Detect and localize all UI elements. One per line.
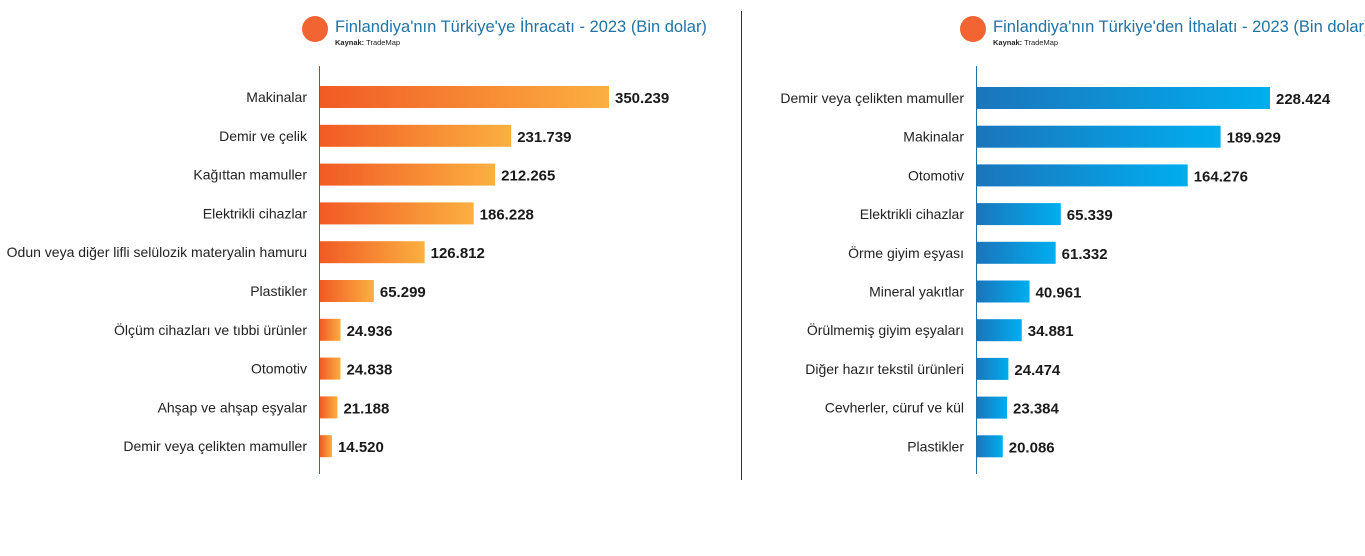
import-bar: [977, 280, 1030, 303]
import-bar: [977, 241, 1056, 264]
export-category-label: Elektrikli cihazlar: [203, 205, 308, 221]
import-category-label: Mineral yakıtlar: [869, 284, 964, 300]
import-value-label: 164.276: [1194, 168, 1248, 185]
export-value-label: 212.265: [501, 168, 555, 185]
import-source-label: Kaynak:: [993, 38, 1023, 47]
import-value-label: 24.474: [1014, 362, 1061, 379]
export-category-label: Demir ve çelik: [219, 128, 308, 144]
export-bar: [320, 124, 512, 147]
import-value-label: 40.961: [1036, 285, 1082, 302]
import-category-label: Örme giyim eşyası: [848, 244, 964, 261]
export-source-value: TradeMap: [366, 38, 401, 47]
export-value-label: 65.299: [380, 284, 426, 301]
export-chart-header: Finlandiya'nın Türkiye'ye İhracatı - 202…: [302, 14, 707, 42]
export-value-label: 24.838: [346, 362, 392, 379]
export-bar-chart: Makinalar 350.239 Demir ve çelik 231.739 Kağ…: [7, 66, 669, 474]
export-value-label: 126.812: [431, 245, 485, 262]
import-bar: [977, 125, 1221, 148]
export-category-label: Plastikler: [250, 283, 307, 299]
import-category-label: Diğer hazır tekstil ürünleri: [805, 361, 964, 377]
import-chart-header: Finlandiya'nın Türkiye'den İthalatı - 20…: [960, 14, 1365, 42]
export-chart-source: Kaynak: TradeMap: [335, 38, 400, 47]
export-bar: [320, 86, 609, 108]
import-bar: [977, 164, 1188, 187]
export-value-label: 231.739: [517, 129, 571, 146]
import-chart-source: Kaynak: TradeMap: [993, 38, 1058, 47]
import-source-value: TradeMap: [1024, 38, 1059, 47]
panel-divider: [741, 11, 742, 480]
import-value-label: 23.384: [1013, 401, 1060, 418]
import-category-label: Plastikler: [907, 438, 964, 454]
import-bar: [977, 396, 1007, 419]
export-bar: [320, 163, 496, 186]
export-category-label: Ahşap ve ahşap eşyalar: [158, 399, 308, 415]
import-chart-title: Finlandiya'nın Türkiye'den İthalatı - 20…: [993, 18, 1365, 36]
import-category-label: Cevherler, cüruf ve kül: [825, 400, 964, 416]
import-title-dot-icon: [960, 16, 986, 42]
export-source-label: Kaynak:: [335, 38, 365, 47]
import-value-label: 20.086: [1009, 439, 1055, 456]
import-category-label: Otomotiv: [908, 167, 964, 183]
export-value-label: 24.936: [347, 323, 393, 340]
import-category-label: Demir veya çelikten mamuller: [780, 90, 964, 106]
export-value-label: 14.520: [338, 439, 384, 456]
import-category-label: Makinalar: [903, 129, 964, 145]
export-category-label: Makinalar: [246, 89, 307, 105]
export-bar: [320, 318, 341, 341]
export-chart-title: Finlandiya'nın Türkiye'ye İhracatı - 202…: [335, 18, 707, 36]
export-bar: [320, 396, 338, 419]
export-category-label: Kağıttan mamuller: [193, 167, 307, 183]
export-value-label: 21.188: [343, 400, 389, 417]
import-value-label: 61.332: [1062, 246, 1108, 263]
export-value-label: 186.228: [480, 206, 534, 223]
import-bar: [977, 435, 1003, 458]
import-category-label: Elektrikli cihazlar: [860, 206, 965, 222]
export-bar: [320, 241, 425, 264]
import-value-label: 65.339: [1067, 207, 1113, 224]
import-value-label: 34.881: [1028, 323, 1074, 340]
import-bar: [977, 319, 1022, 342]
export-category-label: Demir veya çelikten mamuller: [123, 438, 307, 454]
export-category-label: Otomotiv: [251, 361, 307, 377]
export-value-label: 350.239: [615, 90, 669, 107]
export-bar: [320, 202, 474, 225]
import-value-label: 189.929: [1227, 130, 1281, 147]
export-bar: [320, 280, 374, 302]
import-bar: [977, 203, 1061, 226]
import-value-label: 228.424: [1276, 91, 1331, 108]
import-bar: [977, 87, 1270, 109]
export-bar: [320, 435, 332, 458]
export-bar: [320, 357, 341, 380]
import-category-label: Örülmemiş giyim eşyaları: [807, 321, 964, 338]
export-chart-panel: Finlandiya'nın Türkiye'ye İhracatı - 202…: [7, 14, 707, 474]
import-bar: [977, 357, 1009, 380]
export-title-dot-icon: [302, 16, 328, 42]
export-category-label: Odun veya diğer lifli selülozik materyal…: [7, 244, 307, 260]
export-category-label: Ölçüm cihazları ve tıbbi ürünler: [114, 321, 307, 338]
